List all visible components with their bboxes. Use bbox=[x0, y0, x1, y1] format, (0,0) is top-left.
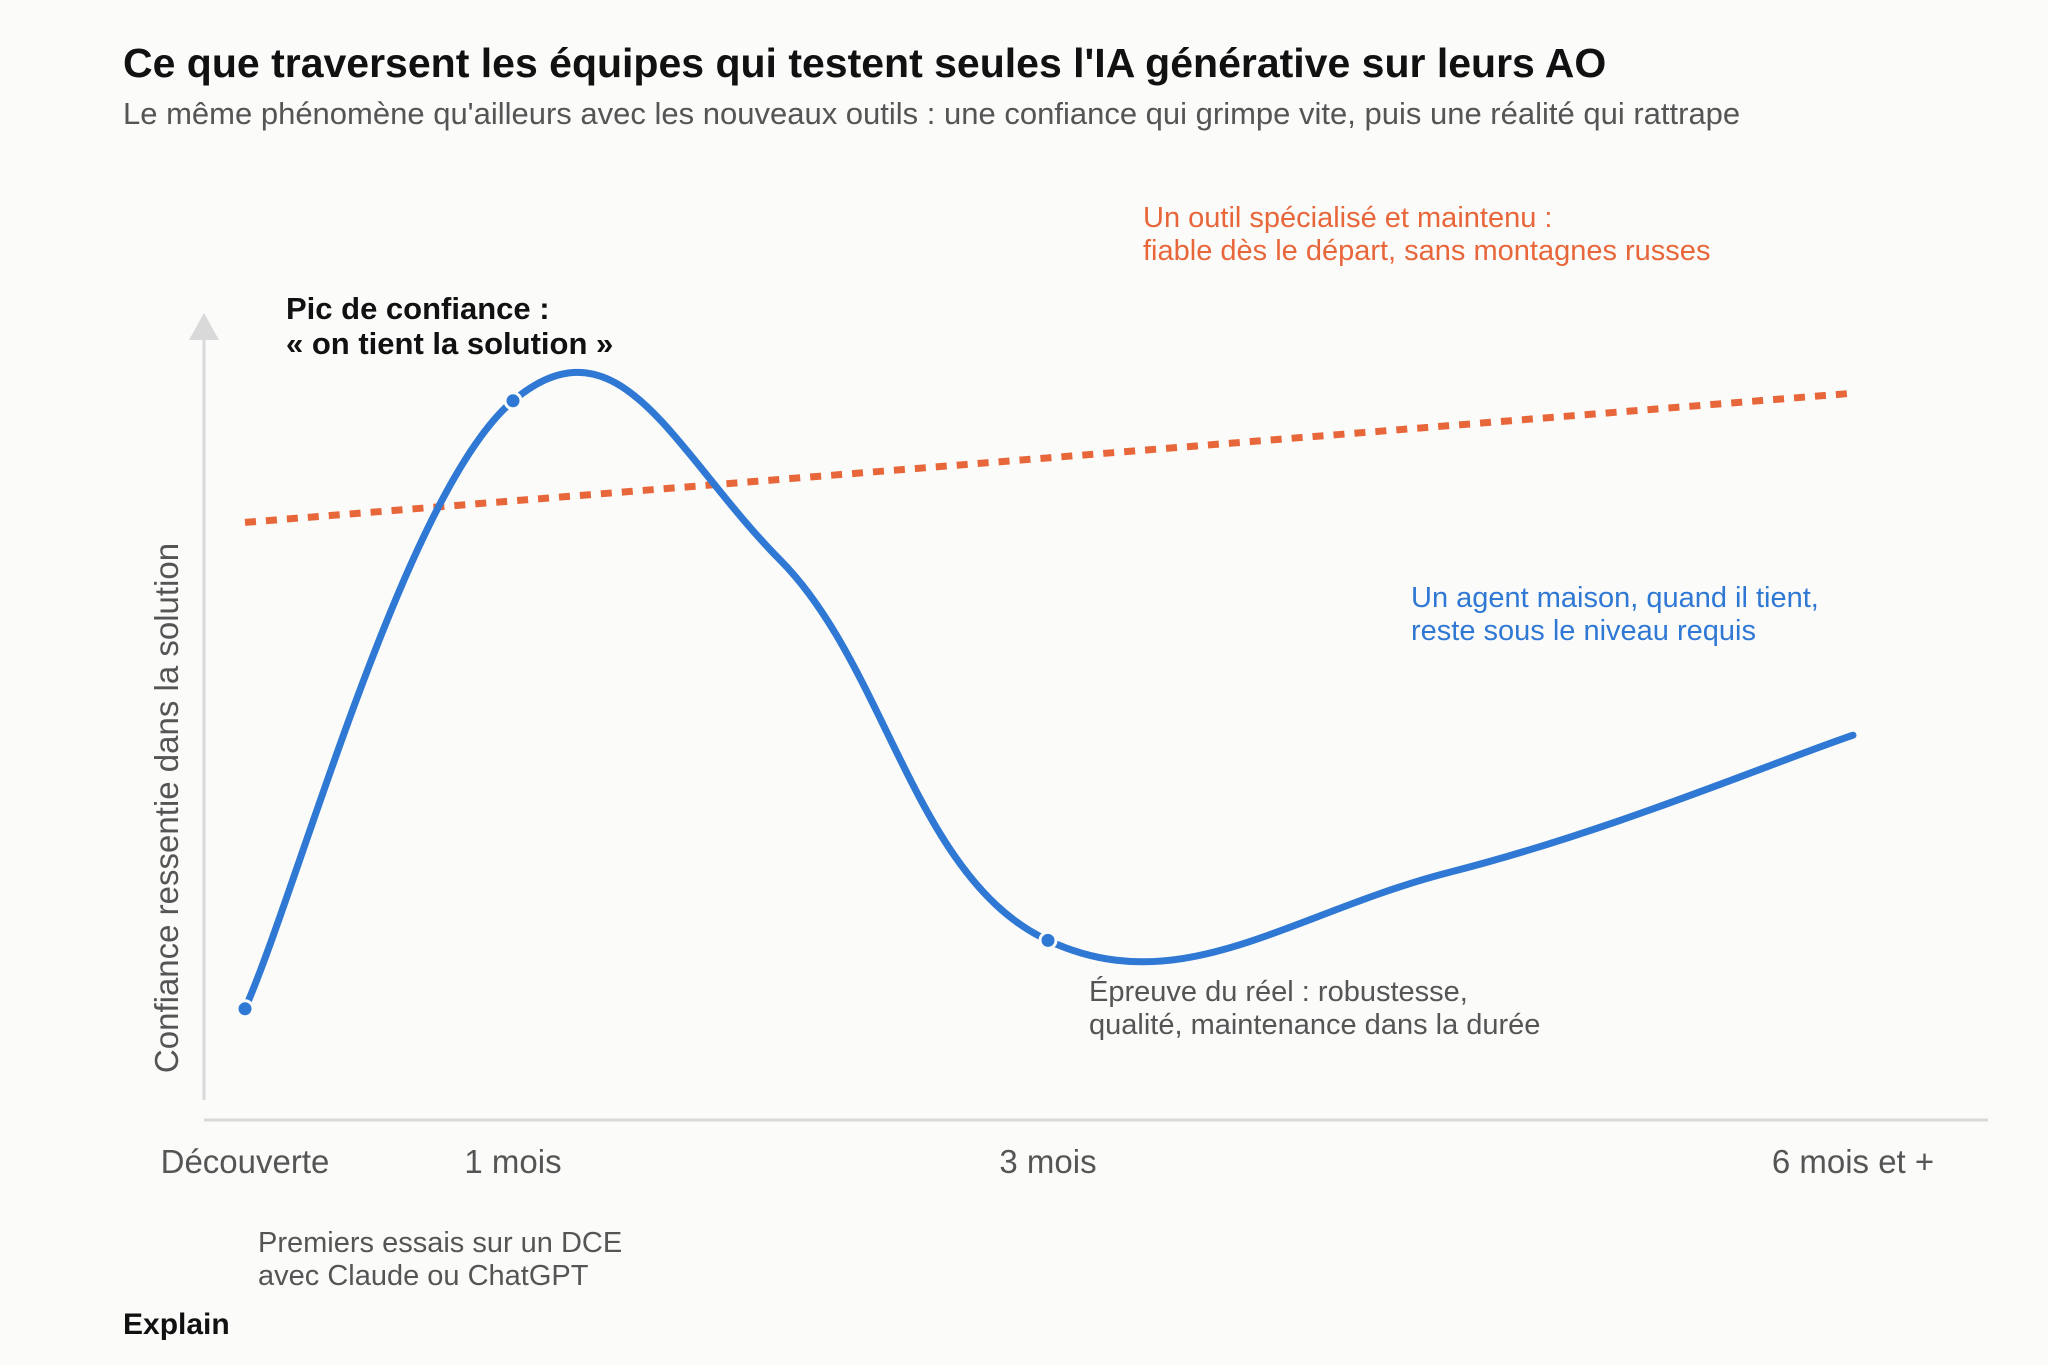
annotation-peak: Pic de confiance : « on tient la solutio… bbox=[286, 291, 613, 361]
series-line-specialized-tool bbox=[244, 389, 1854, 526]
y-axis-label: Confiance ressentie dans la solution bbox=[148, 543, 185, 1073]
x-tick-label: 6 mois et + bbox=[1772, 1143, 1934, 1180]
chart-subtitle: Le même phénomène qu'ailleurs avec les n… bbox=[123, 96, 1741, 131]
data-point-marker bbox=[1038, 930, 1058, 950]
x-tick-label: Découverte bbox=[161, 1143, 330, 1180]
x-tick-label: 1 mois bbox=[464, 1143, 561, 1180]
annotation-specialized-tool: Un outil spécialisé et maintenu : fiable… bbox=[1143, 202, 1710, 267]
data-point-marker bbox=[235, 999, 255, 1019]
annotation-discovery: Premiers essais sur un DCE avec Claude o… bbox=[258, 1227, 630, 1292]
annotation-inhouse-agent: Un agent maison, quand il tient, reste s… bbox=[1411, 582, 1827, 647]
annotation-reality: Épreuve du réel : robustesse, qualité, m… bbox=[1089, 975, 1540, 1041]
brand-label: Explain bbox=[123, 1308, 230, 1341]
x-tick-label: 3 mois bbox=[999, 1143, 1096, 1180]
series-line-inhouse-agent bbox=[241, 368, 1857, 1013]
chart-title: Ce que traversent les équipes qui testen… bbox=[123, 40, 1607, 86]
data-point-marker bbox=[503, 391, 523, 411]
